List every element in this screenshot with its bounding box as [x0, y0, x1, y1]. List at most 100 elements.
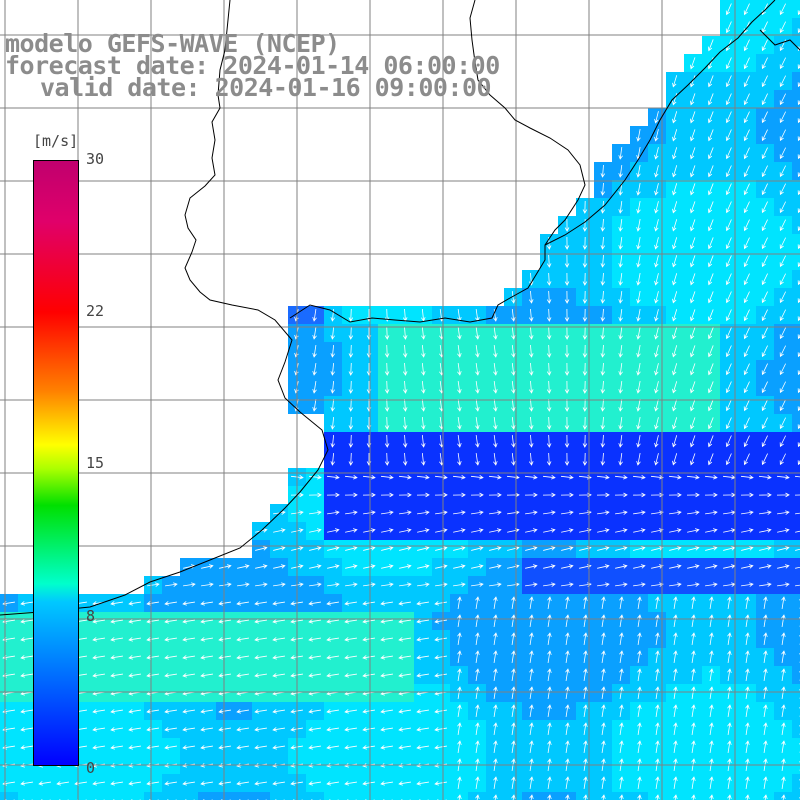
wind-vector — [200, 619, 213, 624]
wind-cell — [792, 126, 800, 144]
wind-vector — [687, 546, 700, 551]
wind-vector — [362, 745, 375, 750]
wind-vector — [743, 255, 750, 268]
wind-vector — [727, 668, 732, 681]
wind-vector — [743, 129, 750, 142]
colorbar-unit: [m/s] — [33, 132, 79, 150]
wind-vector — [582, 380, 588, 394]
wind-vector — [743, 201, 750, 214]
wind-vector — [761, 453, 768, 466]
wind-vector — [727, 650, 732, 663]
wind-vector — [672, 417, 678, 430]
wind-vector — [128, 745, 141, 750]
wind-vector — [707, 309, 714, 322]
wind-vector — [763, 632, 768, 645]
wind-vector — [344, 637, 357, 642]
wind-vector — [362, 475, 376, 480]
wind-vector — [797, 442, 800, 448]
wind-vector — [565, 686, 570, 699]
wind-vector — [380, 619, 393, 624]
wind-vector — [614, 492, 628, 498]
wind-vector — [725, 75, 732, 88]
wind-vector — [20, 781, 33, 786]
wind-vector — [601, 650, 606, 663]
colorbar-tick-0: 0 — [86, 759, 96, 777]
wind-vector — [601, 740, 606, 753]
wind-vector — [745, 668, 750, 681]
wind-vector — [673, 686, 678, 699]
wind-vector — [493, 327, 498, 340]
wind-vector — [564, 434, 570, 448]
wind-vector — [797, 82, 800, 88]
wind-vector — [402, 380, 408, 394]
wind-vector — [475, 345, 480, 358]
wind-vector — [330, 398, 335, 412]
wind-vector — [529, 596, 534, 609]
wind-vector — [92, 745, 105, 750]
wind-vector — [511, 614, 516, 627]
wind-vector — [110, 601, 123, 606]
wind-vector — [417, 528, 430, 533]
wind-vector — [272, 727, 285, 732]
wind-vector — [384, 326, 390, 340]
wind-vector — [511, 308, 516, 322]
wind-vector — [654, 399, 659, 412]
wind-vector — [475, 794, 480, 800]
wind-vector — [600, 254, 606, 268]
wind-vector — [743, 399, 750, 412]
wind-vector — [330, 416, 335, 430]
wind-vector — [582, 308, 588, 322]
wind-vector — [582, 254, 588, 268]
wind-vector — [725, 57, 732, 70]
wind-vector — [380, 709, 393, 714]
wind-vector — [200, 781, 213, 786]
wind-vector — [511, 380, 516, 394]
wind-vector — [763, 614, 768, 627]
wind-vector — [761, 93, 768, 106]
wind-vector — [236, 619, 249, 624]
wind-vector — [547, 740, 552, 753]
wind-vector — [255, 582, 268, 587]
wind-vector — [654, 111, 659, 124]
wind-vector — [421, 362, 426, 376]
wind-vector — [417, 564, 430, 569]
wind-vector — [547, 614, 552, 627]
wind-vector — [435, 528, 448, 533]
wind-vector — [669, 564, 682, 569]
wind-vector — [524, 475, 538, 480]
wind-vector — [363, 546, 376, 551]
wind-vector — [636, 183, 641, 196]
wind-vector — [236, 637, 249, 642]
wind-vector — [528, 308, 534, 322]
wind-vector — [489, 564, 502, 569]
wind-vector — [601, 794, 606, 800]
wind-vector — [525, 546, 538, 551]
wind-vector — [672, 345, 678, 358]
wind-vector — [398, 637, 411, 642]
wind-vector — [493, 399, 498, 412]
wind-vector — [797, 154, 800, 160]
wind-vector — [672, 255, 678, 268]
wind-vector — [743, 273, 750, 286]
wind-vector — [601, 686, 606, 699]
wind-vector — [797, 316, 800, 322]
wind-vector — [511, 398, 516, 412]
wind-vector — [434, 709, 447, 714]
wind-vector — [546, 290, 552, 304]
wind-vector — [147, 582, 160, 587]
wind-vector — [673, 794, 678, 800]
wind-vector — [759, 564, 772, 569]
wind-vector — [457, 668, 462, 681]
wind-vector — [725, 435, 732, 448]
wind-cell — [792, 666, 800, 684]
wind-vector — [691, 722, 696, 735]
wind-vector — [615, 564, 628, 569]
wind-vector — [254, 745, 267, 750]
wind-cell — [792, 234, 800, 252]
wind-vector — [743, 183, 750, 196]
wind-vector — [761, 381, 768, 394]
wind-vector — [164, 655, 177, 660]
wind-cell — [792, 270, 800, 288]
wind-vector — [330, 344, 335, 358]
